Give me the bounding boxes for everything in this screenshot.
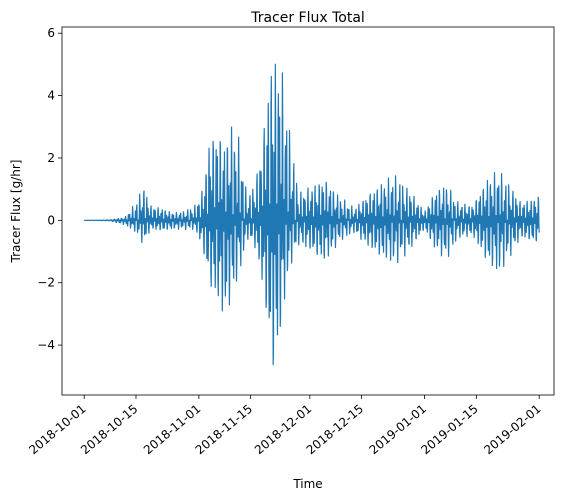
y-axis-label: Tracer Flux [g/hr] [9,160,23,264]
y-tick-label: −4 [37,338,55,352]
series-line [83,63,540,366]
y-axis: −4 −2 0 2 4 6 [37,26,62,352]
y-tick-label: 4 [47,89,55,103]
x-axis-label: Time [292,477,322,491]
y-tick-label: −2 [37,276,55,290]
y-tick-label: 0 [47,213,55,227]
y-tick-label: 6 [47,26,55,40]
y-tick-label: 2 [47,151,55,165]
plot-frame [61,26,555,396]
series-layer [83,63,540,366]
chart-title: Tracer Flux Total [250,10,365,26]
